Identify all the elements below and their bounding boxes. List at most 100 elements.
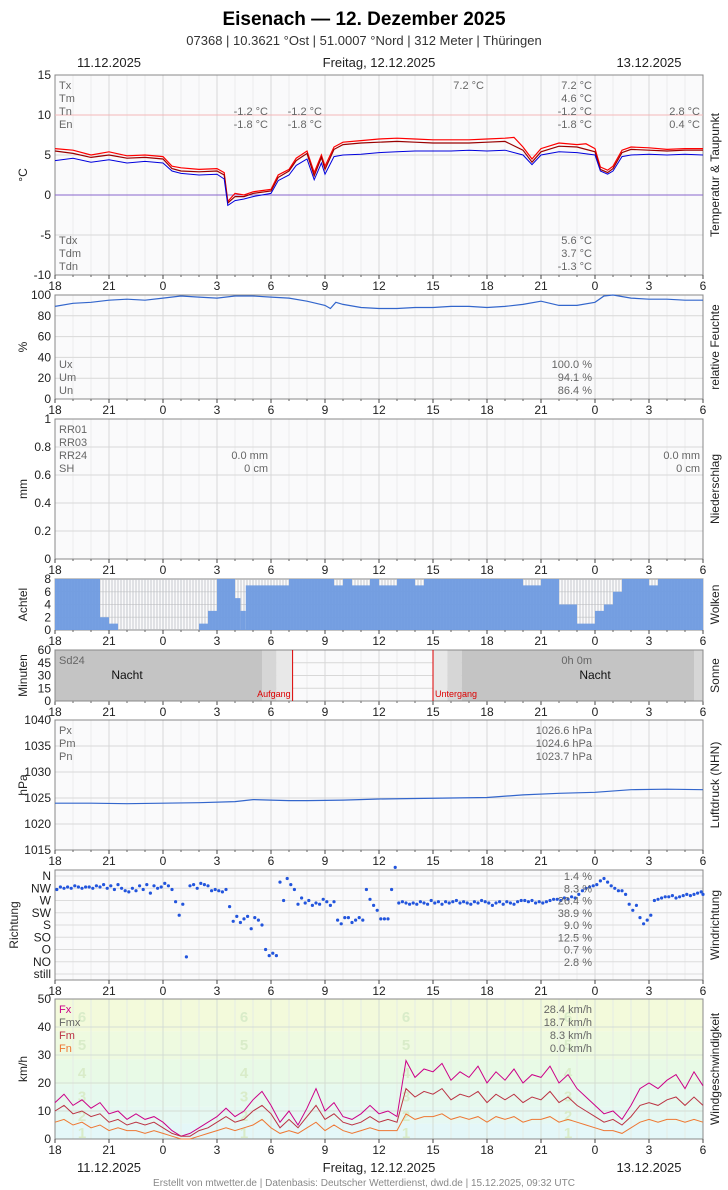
winddir-point — [444, 900, 448, 904]
cloud-cover-bar — [217, 579, 235, 630]
clouds-xtick-label: 0 — [592, 634, 599, 648]
sunshine-ytick-label: 45 — [38, 656, 52, 670]
winddir-point — [224, 887, 228, 892]
cloud-cover-bar — [658, 579, 703, 630]
temp-annotation: 4.6 °C — [561, 93, 592, 105]
temperature-xtick-label: 9 — [322, 279, 329, 293]
winddir-point — [624, 892, 628, 897]
dew-stat-label: Tdm — [59, 248, 81, 260]
winddir-point — [696, 891, 700, 895]
temperature-ytick-label: 10 — [38, 108, 52, 122]
winddir-point — [307, 898, 311, 903]
winddir-stat: 0.7 % — [564, 945, 592, 957]
winddir-point — [292, 887, 296, 892]
wind-stat-value: 18.7 km/h — [544, 1017, 592, 1029]
sunshine-xtick-label: 0 — [592, 705, 599, 719]
temperature-panel: -10 -5 0 5 10 15 18 21 0 3 6 9 12 15 18 21 0 3 6 °C Temperat… — [16, 68, 722, 293]
winddir-point — [228, 905, 232, 909]
pressure-xtick-label: 3 — [646, 854, 653, 868]
winddir-point — [552, 897, 556, 901]
humidity-xtick-label: 15 — [426, 403, 440, 417]
winddir-point — [152, 884, 156, 888]
pressure-line — [55, 788, 704, 805]
temp-series-tm — [54, 140, 703, 205]
winddir-point — [102, 883, 106, 887]
winddir-point — [411, 901, 415, 905]
winddir-point — [588, 885, 592, 889]
winddir-point — [246, 914, 250, 919]
cloud-cover-bar — [415, 585, 424, 630]
temp-annotation: -1.8 °C — [558, 119, 592, 131]
winddir-point — [418, 900, 422, 904]
temperature-xtick-label: 21 — [102, 279, 116, 293]
precipitation-xtick-label: 18 — [48, 563, 62, 577]
precipitation-ytick-label: 0.6 — [34, 468, 51, 482]
humidity-xtick-label: 6 — [700, 403, 707, 417]
beaufort-number: 4 — [402, 1065, 411, 1082]
wind-stat-value: 28.4 km/h — [544, 1004, 592, 1016]
winddir-point — [415, 902, 419, 906]
cloud-cover-bar — [595, 610, 604, 630]
winddir-point — [73, 884, 77, 888]
beaufort-number: 6 — [78, 1009, 86, 1026]
beaufort-number: 2 — [564, 1108, 572, 1125]
winddir-point — [494, 901, 498, 905]
winddir-point — [213, 887, 217, 892]
winddir-category-label: O — [42, 943, 51, 957]
humidity-xtick-label: 12 — [372, 403, 386, 417]
humidity-xtick-label: 6 — [268, 403, 275, 417]
windspeed-xtick-label: 0 — [592, 1143, 599, 1157]
precipitation-ytick-label: 1 — [44, 412, 51, 426]
cloud-cover-bar — [523, 585, 541, 630]
night-band — [262, 650, 277, 701]
winddir-point — [451, 900, 455, 904]
precipitation-panel: 0 0.2 0.4 0.6 0.8 1 18 21 0 3 6 9 12 15 18 21 0 3 6 mm Niede… — [16, 412, 722, 577]
winddir-point — [616, 889, 621, 893]
beaufort-number: 5 — [78, 1037, 86, 1054]
winddir-point — [123, 889, 127, 893]
pressure-xtick-label: 21 — [102, 854, 116, 868]
windspeed-ytick-label: 50 — [38, 992, 52, 1006]
winddir-point — [433, 901, 437, 905]
temperature-xtick-label: 6 — [700, 279, 707, 293]
winddir-point — [253, 916, 257, 920]
windspeed-ytick-label: 30 — [38, 1048, 52, 1062]
winddir-point — [184, 955, 188, 959]
winddir-point — [116, 883, 120, 887]
winddir-category-label: NW — [31, 881, 52, 895]
cloud-cover-bar — [352, 585, 370, 630]
cloud-cover-bar — [289, 579, 325, 630]
precipitation-xtick-label: 3 — [214, 563, 221, 577]
winddir-point — [681, 894, 685, 898]
pressure-stat-label: Pn — [59, 751, 72, 763]
winddir-point — [465, 901, 469, 905]
temperature-xtick-label: 6 — [268, 279, 275, 293]
winddir-point — [523, 898, 527, 903]
winddir-point — [613, 886, 617, 890]
precipitation-xtick-label: 0 — [592, 563, 599, 577]
precipitation-ytick-label: 0.8 — [34, 440, 51, 454]
pressure-xtick-label: 0 — [160, 854, 167, 868]
sunshine-xtick-label: 12 — [372, 705, 386, 719]
winddir-point — [112, 887, 116, 892]
temp-annotation: -1.2 °C — [234, 106, 268, 118]
humidity-ytick-label: 100 — [31, 288, 51, 302]
winddir-point — [627, 902, 631, 906]
pressure-side-label: Luftdruck (NHN) — [708, 742, 722, 829]
winddir-point — [354, 918, 358, 922]
winddir-point — [339, 922, 343, 926]
sunshine-ytick-label: 30 — [38, 669, 52, 683]
winddir-point — [667, 895, 671, 899]
winddir-point — [343, 916, 347, 920]
winddir-point — [350, 920, 354, 925]
cloud-cover-bar — [343, 579, 352, 630]
footer-credit: Erstellt von mtwetter.de | Datenbasis: D… — [153, 1178, 575, 1189]
humidity-ytick-label: 60 — [38, 330, 52, 344]
windspeed-ytick-label: 40 — [38, 1020, 52, 1034]
humidity-xtick-label: 3 — [646, 403, 653, 417]
winddir-point — [76, 885, 80, 889]
winddir-point — [58, 885, 63, 889]
winddir-point — [505, 900, 509, 904]
sunshine-xtick-label: 15 — [426, 705, 440, 719]
